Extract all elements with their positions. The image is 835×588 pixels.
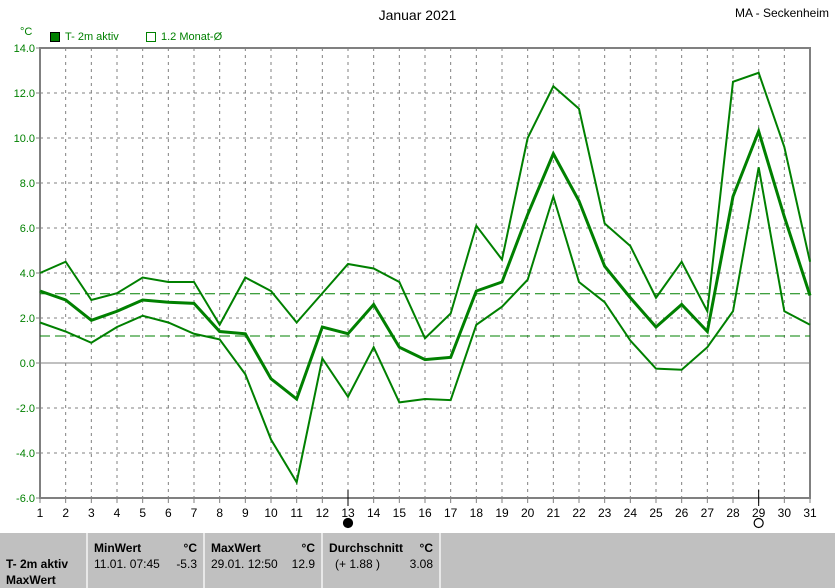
x-tick-label: 22: [572, 506, 586, 520]
x-tick-label: 25: [649, 506, 663, 520]
x-tick-label: 7: [191, 506, 198, 520]
series-daily-min: [39, 167, 811, 485]
x-tick-label: 24: [624, 506, 638, 520]
average-label: Durchschnitt: [329, 541, 404, 555]
x-tick-label: 6: [165, 506, 172, 520]
new-moon-icon: [342, 517, 354, 529]
x-tick-label: 30: [778, 506, 792, 520]
x-tick-label: 3: [88, 506, 95, 520]
row-label: MaxWert: [6, 573, 56, 587]
y-axis-unit: °C: [20, 26, 33, 38]
x-tick-label: 11: [290, 506, 303, 520]
y-tick-label: -2.0: [16, 403, 35, 415]
y-tick-label: 14.0: [14, 43, 35, 55]
x-tick-label: 21: [547, 506, 561, 520]
x-tick-label: 18: [470, 506, 484, 520]
y-tick-label: 0.0: [20, 358, 35, 370]
max-label: MaxWert: [211, 541, 261, 555]
x-tick-label: 26: [675, 506, 689, 520]
x-tick-label: 31: [803, 506, 817, 520]
y-tick-label: -6.0: [16, 493, 35, 505]
x-tick-label: 2: [62, 506, 69, 520]
x-tick-label: 9: [242, 506, 249, 520]
legend-label: 1.2 Monat-Ø: [161, 31, 223, 43]
x-tick-label: 4: [114, 506, 121, 520]
chart-title: Januar 2021: [378, 7, 457, 23]
filled-square-icon: [50, 32, 60, 42]
stats-min: MinWert °C 11.01. 07:45 -5.3: [88, 533, 205, 588]
y-tick-label: 12.0: [14, 88, 35, 100]
y-tick-label: 10.0: [14, 133, 35, 145]
stats-average: Durchschnitt °C (+ 1.88 ) 3.08: [323, 533, 441, 588]
min-label: MinWert: [94, 541, 142, 555]
min-date: 11.01. 07:45: [94, 557, 160, 571]
x-tick-label: 23: [598, 506, 612, 520]
y-tick-label: 8.0: [20, 178, 35, 190]
stats-max: MaxWert °C 29.01. 12:50 12.9: [205, 533, 323, 588]
x-tick-label: 8: [216, 506, 223, 520]
x-tick-label: 10: [264, 506, 278, 520]
stats-row-label: T- 2m aktiv MaxWert: [0, 533, 88, 588]
x-tick-label: 5: [139, 506, 146, 520]
unit-label: °C: [183, 541, 197, 555]
min-value: -5.3: [176, 557, 197, 571]
temperature-chart: 1 2 3 4 5 6 7 8 9 10 11 12 13 14 15 16 17 18 19 20 21 22 23 24 2…: [14, 43, 817, 529]
x-tick-label: 1: [37, 506, 44, 520]
x-tick-label: 20: [521, 506, 535, 520]
x-tick-label: 29: [752, 506, 766, 520]
average-value: 3.08: [409, 557, 433, 571]
x-tick-label: 19: [495, 506, 509, 520]
x-tick-label: 13: [341, 506, 355, 520]
x-tick-label: 28: [726, 506, 740, 520]
y-tick-label: 2.0: [20, 313, 35, 325]
unit-label: °C: [301, 541, 315, 555]
x-tick-label: 15: [393, 506, 407, 520]
series-daily-mean: [39, 126, 812, 402]
series-label: T- 2m aktiv: [6, 557, 69, 571]
open-square-icon: [146, 32, 156, 42]
legend-item-average: 1.2 Monat-Ø: [146, 31, 222, 43]
y-tick-label: 6.0: [20, 223, 35, 235]
full-moon-icon: [753, 517, 764, 529]
series-daily-max: [39, 71, 811, 340]
x-tick-label: 12: [316, 506, 330, 520]
average-diff: (+ 1.88 ): [335, 557, 381, 571]
x-tick-label: 27: [701, 506, 715, 520]
legend-item-current: T- 2m aktiv: [50, 31, 119, 43]
legend-label: T- 2m aktiv: [65, 31, 119, 43]
stats-table: T- 2m aktiv MaxWert MinWert °C 11.01. 07:…: [0, 533, 835, 588]
max-value: 12.9: [291, 557, 315, 571]
station-name: MA - Seckenheim: [734, 6, 829, 20]
x-tick-label: 16: [418, 506, 432, 520]
y-tick-label: 4.0: [20, 268, 35, 280]
max-date: 29.01. 12:50: [211, 557, 278, 571]
y-tick-label: -4.0: [16, 448, 35, 460]
x-tick-label: 17: [444, 506, 458, 520]
x-tick-label: 14: [367, 506, 381, 520]
unit-label: °C: [419, 541, 433, 555]
